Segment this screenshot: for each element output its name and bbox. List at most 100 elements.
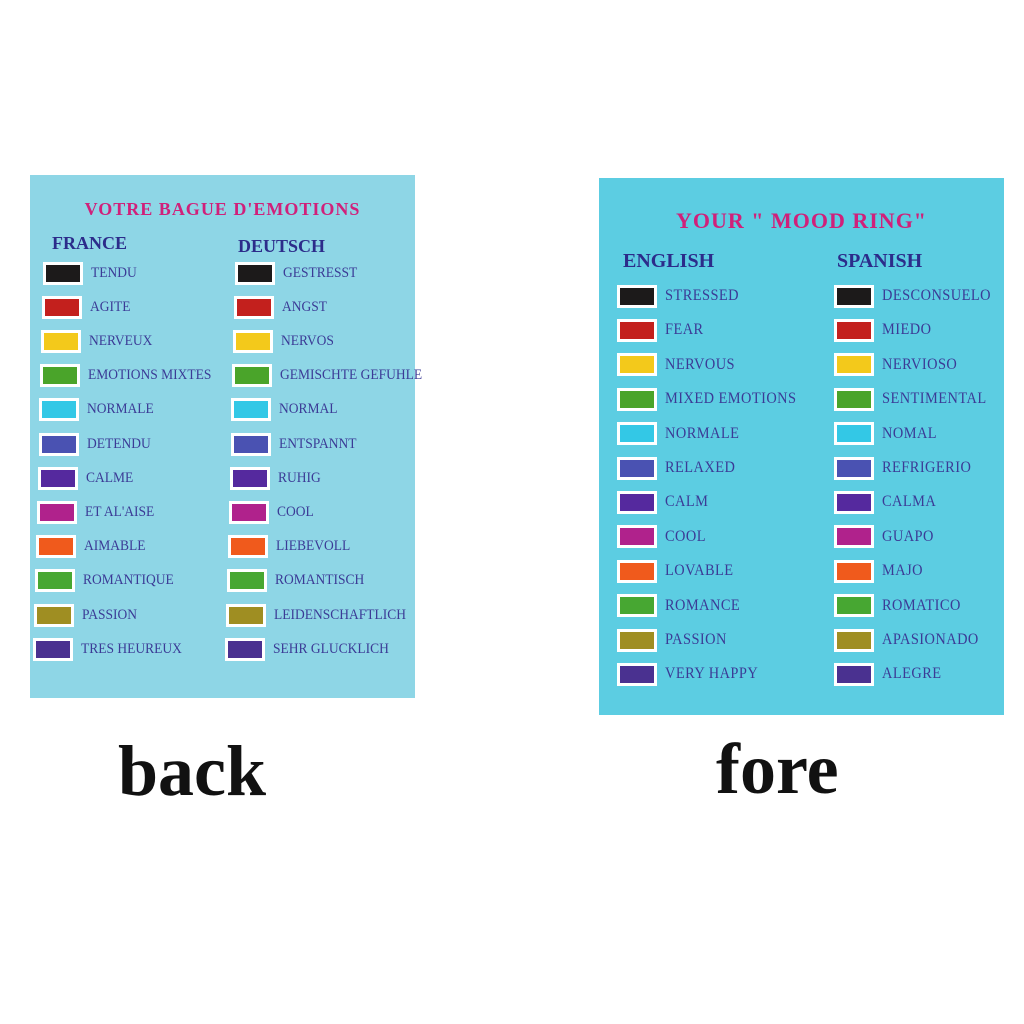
color-swatch bbox=[617, 662, 657, 686]
legend-row: NORMALE bbox=[39, 398, 161, 422]
mood-label: ENTSPANNT bbox=[278, 435, 357, 452]
legend-row: STRESSED bbox=[617, 284, 747, 308]
legend-row: MIXED EMOTIONS bbox=[617, 387, 811, 411]
color-swatch bbox=[834, 387, 874, 411]
legend-row: SENTIMENTAL bbox=[834, 387, 998, 411]
color-swatch bbox=[617, 525, 657, 549]
color-swatch bbox=[42, 295, 83, 319]
color-swatch bbox=[37, 466, 78, 490]
mood-label: SEHR GLUCKLICH bbox=[273, 640, 389, 657]
legend-row: REFRIGERIO bbox=[834, 456, 981, 480]
mood-label: ROMANCE bbox=[665, 596, 741, 614]
color-swatch bbox=[617, 284, 657, 308]
mood-label: ROMANTIQUE bbox=[82, 572, 174, 589]
column-header-deutsch: DEUTSCH bbox=[238, 236, 326, 256]
column-header-spanish: SPANISH bbox=[837, 250, 923, 272]
color-swatch bbox=[228, 500, 269, 524]
legend-row: DETENDU bbox=[38, 432, 158, 456]
color-swatch bbox=[834, 422, 874, 446]
color-swatch bbox=[40, 364, 81, 388]
color-swatch bbox=[39, 398, 80, 422]
legend-row: APASIONADO bbox=[834, 628, 990, 652]
mood-label: NOMAL bbox=[882, 424, 938, 442]
mood-label: RELAXED bbox=[665, 459, 736, 476]
caption-fore: fore bbox=[716, 729, 839, 809]
color-swatch bbox=[617, 456, 657, 480]
mood-label: SENTIMENTAL bbox=[882, 390, 987, 408]
mood-label: STRESSED bbox=[665, 287, 740, 304]
mood-label: GEMISCHTE GEFUHLE bbox=[280, 367, 423, 384]
color-swatch bbox=[230, 432, 271, 456]
color-swatch bbox=[617, 318, 657, 342]
legend-row: ANGST bbox=[234, 295, 332, 319]
legend-row: NOMAL bbox=[834, 422, 943, 446]
mood-label: NERVEUX bbox=[89, 332, 153, 349]
card-title: VOTRE BAGUE D'EMOTIONS bbox=[84, 199, 361, 219]
color-swatch bbox=[617, 353, 657, 377]
mood-label: NORMALE bbox=[87, 401, 155, 418]
mood-label: GESTRESST bbox=[283, 264, 358, 281]
legend-row: COOL bbox=[617, 525, 711, 549]
legend-row: LEIDENSCHAFTLICH bbox=[226, 603, 421, 627]
color-swatch bbox=[834, 353, 874, 377]
legend-row: AGITE bbox=[42, 295, 135, 319]
color-swatch bbox=[617, 628, 657, 652]
legend-row: LOVABLE bbox=[617, 559, 741, 583]
legend-row: NERVEUX bbox=[41, 329, 159, 353]
mood-label: ET AL'AISE bbox=[84, 503, 155, 520]
color-swatch bbox=[41, 329, 82, 353]
legend-row: CALM bbox=[617, 490, 713, 514]
color-swatch bbox=[33, 637, 74, 661]
mood-label: AIMABLE bbox=[83, 538, 146, 555]
mood-label: NERVIOSO bbox=[882, 355, 958, 373]
mood-label: NERVOS bbox=[281, 332, 335, 349]
color-swatch bbox=[834, 490, 874, 514]
color-swatch bbox=[617, 422, 657, 446]
legend-row: AIMABLE bbox=[35, 535, 152, 559]
color-swatch bbox=[34, 569, 75, 593]
mood-label: AGITE bbox=[90, 298, 131, 315]
mood-label: RUHIG bbox=[277, 469, 321, 486]
mood-label: TENDU bbox=[91, 264, 137, 281]
mood-label: GUAPO bbox=[882, 527, 934, 545]
color-swatch bbox=[617, 387, 657, 411]
color-swatch bbox=[834, 525, 874, 549]
mood-label: PASSION bbox=[665, 631, 727, 648]
legend-row: ALEGRE bbox=[834, 662, 948, 686]
mood-label: NERVOUS bbox=[665, 355, 736, 373]
mood-label: CALM bbox=[665, 493, 709, 511]
color-swatch bbox=[36, 500, 77, 524]
color-swatch bbox=[834, 318, 874, 342]
mood-label: REFRIGERIO bbox=[882, 459, 972, 476]
legend-row: NORMALE bbox=[617, 422, 748, 446]
color-swatch bbox=[234, 295, 275, 319]
color-swatch bbox=[43, 261, 83, 285]
legend-row: NERVOS bbox=[233, 329, 340, 353]
legend-row: NORMAL bbox=[231, 398, 344, 422]
legend-row: RELAXED bbox=[617, 456, 743, 480]
mood-label: COOL bbox=[665, 527, 707, 545]
mood-label: NORMAL bbox=[279, 401, 338, 418]
color-swatch bbox=[229, 466, 270, 490]
legend-row: ENTSPANNT bbox=[230, 432, 365, 456]
mood-label: CALMA bbox=[882, 493, 937, 511]
legend-row: LIEBEVOLL bbox=[227, 535, 358, 559]
mood-label: ANGST bbox=[282, 298, 328, 315]
legend-row: TRES HEUREUX bbox=[33, 637, 193, 661]
legend-row: ROMATICO bbox=[834, 594, 970, 618]
mood-label: LIEBEVOLL bbox=[275, 538, 351, 555]
legend-row: NERVIOSO bbox=[834, 353, 966, 377]
color-swatch bbox=[617, 490, 657, 514]
legend-row: MIEDO bbox=[834, 318, 937, 342]
legend-row: MAJO bbox=[834, 559, 928, 583]
legend-row: GESTRESST bbox=[235, 261, 366, 285]
mood-label: EMOTIONS MIXTES bbox=[88, 367, 212, 384]
legend-row: CALME bbox=[37, 466, 139, 490]
color-swatch bbox=[834, 456, 874, 480]
mood-label: CALME bbox=[85, 469, 133, 486]
mood-label: ALEGRE bbox=[882, 665, 942, 683]
mood-label: NORMALE bbox=[665, 424, 740, 442]
legend-row: GUAPO bbox=[834, 525, 940, 549]
color-swatch bbox=[834, 628, 874, 652]
color-swatch bbox=[226, 603, 266, 627]
